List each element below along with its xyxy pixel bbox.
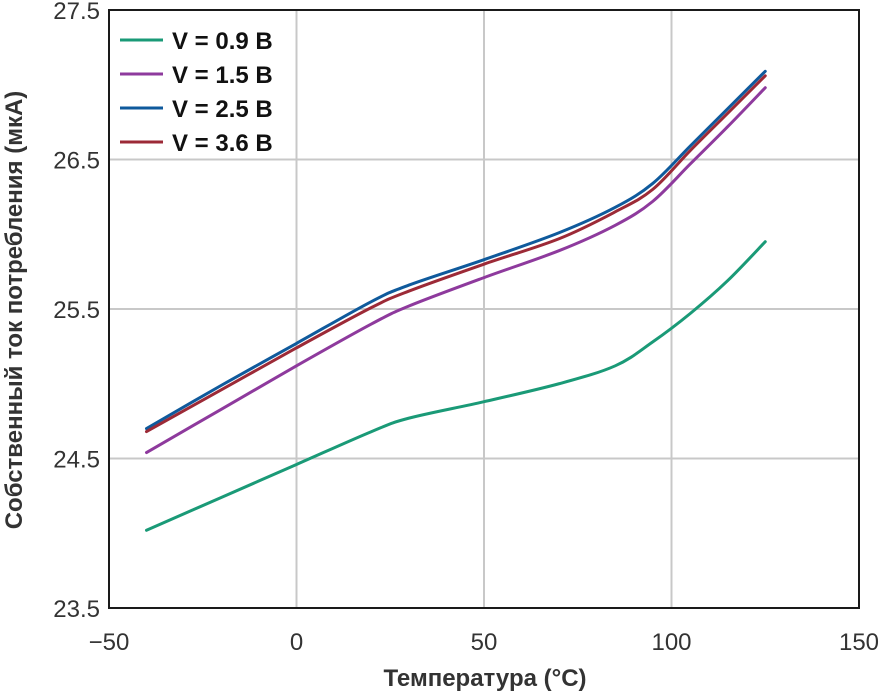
legend-label: V = 1.5 В [172,62,273,89]
plot-frame [108,9,860,609]
y-tick-label: 27.5 [53,0,100,25]
y-tick-label: 24.5 [53,447,100,474]
y-tick-label: 25.5 [53,297,100,324]
y-axis-ticks: 23.5 24.5 25.5 26.5 27.5 [53,0,100,623]
y-axis-title: Собственный ток потребления (мкА) [1,91,28,530]
x-tick-label: 100 [651,629,691,656]
x-axis-title: Температура (°C) [383,665,586,692]
series-line-0 [145,240,767,532]
legend-label: V = 3.6 В [172,130,273,157]
legend: V = 0.9 В V = 1.5 В V = 2.5 В V = 3.6 В [120,28,273,157]
series-line-2 [145,69,767,431]
series-lines [145,69,767,532]
x-tick-label: −50 [89,629,130,656]
legend-label: V = 2.5 В [172,96,273,123]
y-tick-label: 23.5 [53,596,100,623]
legend-label: V = 0.9 В [172,28,273,55]
y-tick-label: 26.5 [53,148,100,175]
x-tick-label: 150 [839,629,879,656]
series-line-3 [145,74,767,434]
x-tick-label: 0 [290,629,303,656]
series-line-1 [145,86,767,455]
x-axis-ticks: −50 0 50 100 150 [89,629,879,656]
x-tick-label: 50 [471,629,498,656]
